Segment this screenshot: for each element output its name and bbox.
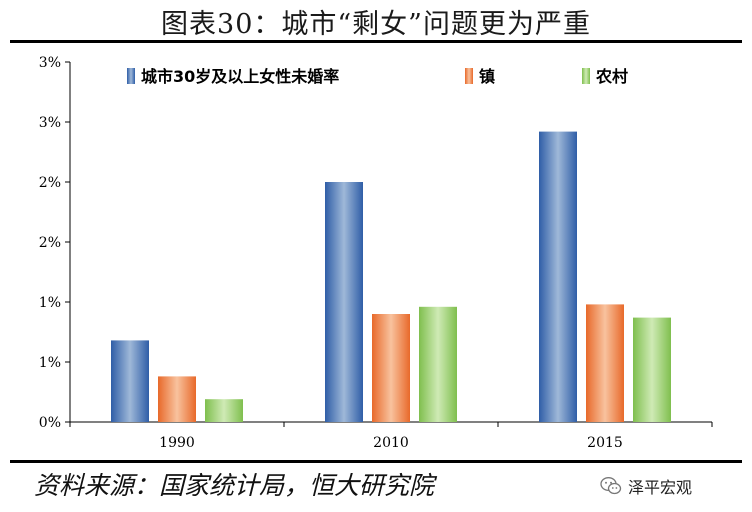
legend-label: 镇 (479, 67, 495, 86)
legend-swatch (127, 68, 135, 84)
y-tick-label: 3% (39, 55, 61, 71)
legend-swatch (582, 68, 590, 84)
bar-chart: 0% 1% 1% 2% 2% 3% 3% 1990 2010 2015 城市30岁及以上女性未婚率… (39, 55, 713, 451)
bar (325, 182, 363, 422)
y-tick-label: 2% (39, 175, 61, 191)
x-tick-label: 1990 (159, 435, 195, 451)
top-rule (10, 40, 742, 43)
y-tick-label: 3% (39, 115, 61, 131)
brand-name: 泽平宏观 (628, 478, 693, 497)
bar (419, 306, 457, 422)
bar (633, 317, 671, 422)
legend-label: 农村 (595, 67, 628, 86)
x-tick-label: 2010 (373, 435, 409, 451)
legend-swatch (465, 68, 473, 84)
bar (372, 314, 410, 422)
bar (158, 376, 196, 422)
bottom-rule (10, 460, 742, 463)
y-tick-label: 1% (39, 355, 61, 371)
brand-watermark: 泽平宏观 (600, 474, 692, 498)
source-note: 资料来源：国家统计局，恒大研究院 (34, 471, 435, 500)
y-tick-label: 2% (39, 235, 61, 251)
y-tick-label: 0% (39, 415, 61, 431)
bar (586, 304, 624, 422)
bar (205, 399, 243, 422)
chart-title: 图表30：城市“剩女”问题更为严重 (161, 9, 591, 40)
bar (539, 131, 577, 422)
legend-label: 城市30岁及以上女性未婚率 (141, 67, 339, 86)
wechat-icon (600, 477, 622, 495)
x-tick-label: 2015 (587, 435, 623, 451)
bar (111, 340, 149, 422)
y-tick-label: 1% (39, 295, 61, 311)
